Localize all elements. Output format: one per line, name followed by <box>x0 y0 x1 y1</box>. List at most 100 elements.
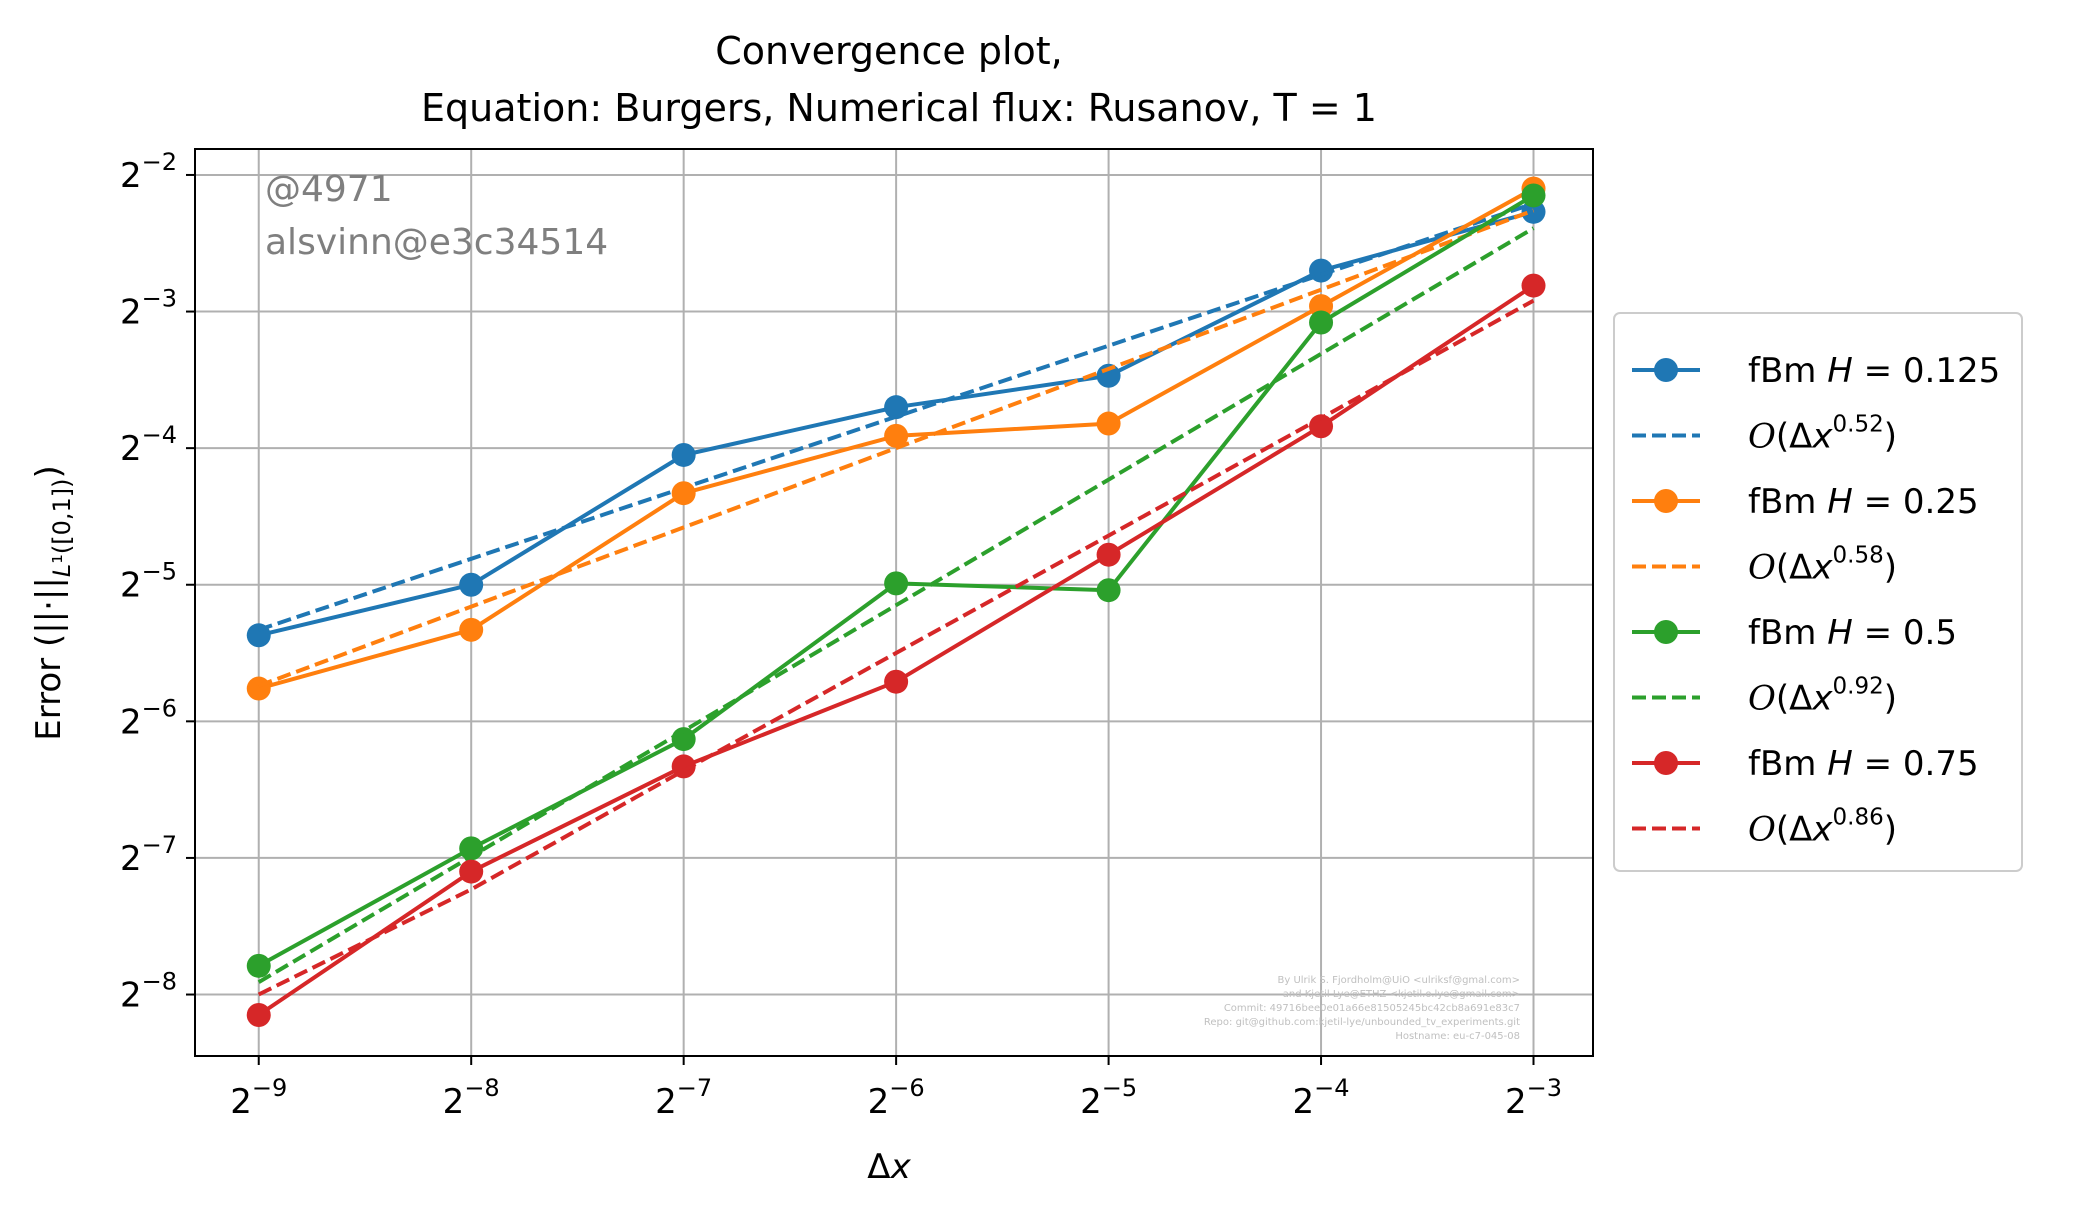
legend-label: O(Δx0.52) <box>1748 412 1897 457</box>
data-point <box>459 859 484 884</box>
y-tick-exponent: −5 <box>142 558 177 586</box>
x-tick-exponent: −6 <box>889 1074 924 1102</box>
data-point <box>671 442 696 467</box>
legend-label-var: H <box>1827 613 1853 653</box>
legend-label: fBm H = 0.5 <box>1748 613 1957 653</box>
series-4 <box>246 183 1546 978</box>
legend-label-value: = 0.25 <box>1853 482 1979 522</box>
credits-line-4: Repo: git@github.com:kjetil-lye/unbounde… <box>1204 1017 1520 1028</box>
x-axis-label: Δx <box>867 1147 911 1187</box>
legend-label-x: x <box>1811 810 1833 850</box>
credits-line-5: Hostname: eu-c7-045-08 <box>1395 1031 1520 1042</box>
credits-line-3: Commit: 49716bee0e01a66e81505245bc42cb8a… <box>1224 1003 1520 1014</box>
legend-entry-7: O(Δx0.86) <box>1632 805 1897 850</box>
legend-swatch-marker <box>1654 620 1678 644</box>
series-line <box>258 201 1535 632</box>
legend-swatch-marker <box>1654 489 1678 513</box>
data-point <box>459 572 484 597</box>
data-point <box>1521 183 1546 208</box>
chart-title: Convergence plot, Equation: Burgers, Num… <box>421 29 1377 130</box>
data-point <box>884 423 909 448</box>
legend-label-value: = 0.125 <box>1853 351 2000 391</box>
legend-entry-3: O(Δx0.58) <box>1632 543 1897 588</box>
legend-label: O(Δx0.58) <box>1748 543 1897 588</box>
legend-label-x: x <box>1811 417 1833 457</box>
legend-label: O(Δx0.86) <box>1748 805 1897 850</box>
legend-label-exponent: 0.52 <box>1833 412 1884 438</box>
data-point <box>884 571 909 596</box>
series-line <box>257 298 1535 997</box>
y-tick-exponent: −4 <box>142 421 177 449</box>
legend-label-exponent: 0.58 <box>1833 543 1884 569</box>
legend-label-exponent: 0.86 <box>1833 805 1884 831</box>
series-line <box>258 208 1535 688</box>
legend-swatch-marker <box>1654 358 1678 382</box>
data-point <box>246 1003 271 1028</box>
data-point <box>1096 578 1121 603</box>
legend-label-order: O <box>1748 417 1776 457</box>
y-tick-exponent: −7 <box>142 831 177 859</box>
legend-entry-1: O(Δx0.52) <box>1632 412 1897 457</box>
legend-label: fBm H = 0.125 <box>1748 351 2000 391</box>
data-point <box>459 617 484 642</box>
y-tick-exponent: −3 <box>142 285 177 313</box>
legend-entry-0: fBm H = 0.125 <box>1632 351 2000 391</box>
legend-label-x: x <box>1811 548 1833 588</box>
data-point <box>671 754 696 779</box>
data-point <box>1309 310 1334 335</box>
credits-line-1: By Ulrik S. Fjordholm@UiO <ulriksf@gmal.… <box>1278 975 1521 986</box>
series-3 <box>258 208 1535 688</box>
x-tick-exponent: −4 <box>1314 1074 1349 1102</box>
legend-label-paren: (Δ <box>1776 548 1813 588</box>
legend-label-paren: (Δ <box>1776 417 1813 457</box>
legend-label: fBm H = 0.25 <box>1748 482 1979 522</box>
plot-series <box>246 176 1546 1028</box>
legend-label-var: H <box>1827 482 1853 522</box>
chart-title-line-2: Equation: Burgers, Numerical flux: Rusan… <box>421 86 1377 130</box>
legend-entry-5: O(Δx0.92) <box>1632 674 1897 719</box>
series-7 <box>257 298 1535 997</box>
series-line <box>257 226 1535 984</box>
legend-entry-6: fBm H = 0.75 <box>1632 744 1979 784</box>
watermark-hash: alsvinn@e3c34514 <box>265 222 608 263</box>
legend-label-order: O <box>1748 548 1776 588</box>
legend-label: fBm H = 0.75 <box>1748 744 1979 784</box>
y-tick-exponent: −2 <box>142 148 177 176</box>
legend-label-order: O <box>1748 679 1776 719</box>
legend-label-paren: (Δ <box>1776 810 1813 850</box>
legend-label-close: ) <box>1884 417 1897 457</box>
legend-label-x: x <box>1811 679 1833 719</box>
legend-label-close: ) <box>1884 679 1897 719</box>
legend-label-exponent: 0.92 <box>1833 674 1884 700</box>
y-axis-label-sub: ¹([0,1]) <box>48 479 76 564</box>
grid-lines <box>195 149 1593 1056</box>
y-axis-label-close: ) <box>29 465 69 478</box>
data-point <box>1096 542 1121 567</box>
y-tick-exponent: −6 <box>142 694 177 722</box>
data-point <box>246 676 271 701</box>
legend-entry-2: fBm H = 0.25 <box>1632 482 1979 522</box>
legend-label: O(Δx0.92) <box>1748 674 1897 719</box>
credits-text: By Ulrik S. Fjordholm@UiO <ulriksf@gmal.… <box>1204 975 1520 1042</box>
x-tick-exponent: −7 <box>677 1074 712 1102</box>
legend-label-var: H <box>1827 351 1853 391</box>
data-point <box>671 481 696 506</box>
x-tick-exponent: −5 <box>1102 1074 1137 1102</box>
data-point <box>1521 273 1546 298</box>
data-point <box>246 953 271 978</box>
chart-title-line-1: Convergence plot, <box>715 29 1063 73</box>
data-point <box>884 395 909 420</box>
series-2 <box>246 176 1546 701</box>
legend-label-close: ) <box>1884 810 1897 850</box>
legend-label-var: H <box>1827 744 1853 784</box>
y-tick-exponent: −8 <box>142 968 177 996</box>
legend-entry-4: fBm H = 0.5 <box>1632 613 1957 653</box>
watermark: @4971 alsvinn@e3c34514 <box>265 169 608 263</box>
watermark-id: @4971 <box>265 169 393 210</box>
x-tick-exponent: −8 <box>464 1074 499 1102</box>
x-axis-label-var: x <box>890 1147 912 1187</box>
legend-label-value: = 0.5 <box>1853 613 1957 653</box>
legend-frame <box>1613 312 2023 872</box>
